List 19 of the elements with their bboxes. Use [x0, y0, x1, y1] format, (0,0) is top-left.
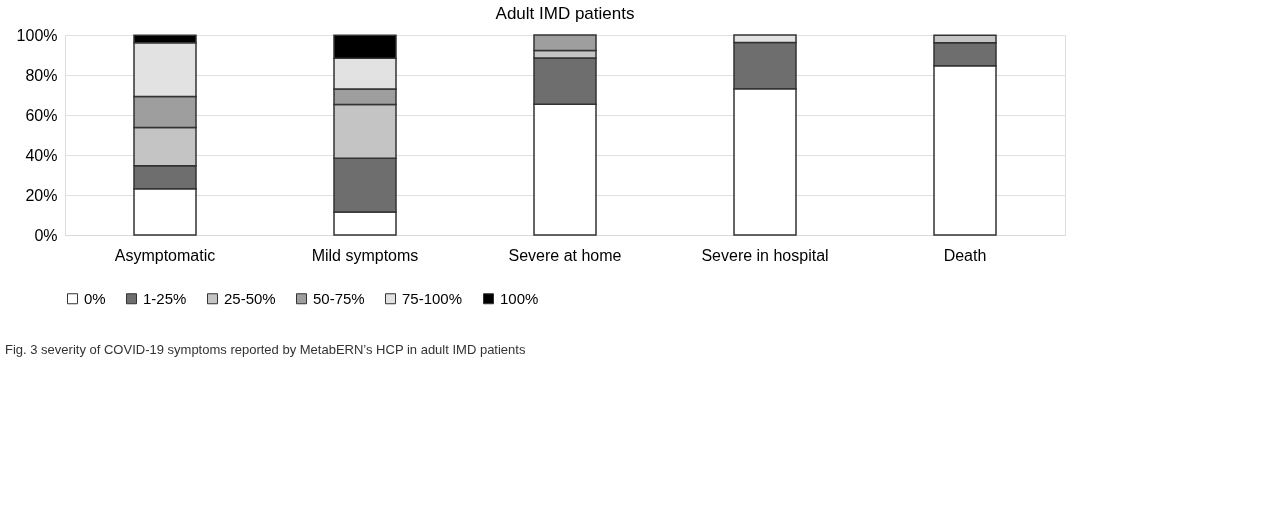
legend-label: 100%: [500, 289, 539, 307]
x-tick-label: Asymptomatic: [114, 246, 216, 264]
x-tick-label: Death: [943, 246, 987, 264]
y-tick-label: 40%: [25, 146, 58, 164]
x-tick-label: Severe at home: [508, 246, 622, 264]
y-tick-label: 100%: [16, 26, 58, 44]
legend-label: 1-25%: [143, 289, 187, 307]
chart-title: Adult IMD patients: [495, 4, 635, 23]
legend-label: 50-75%: [313, 289, 365, 307]
x-tick-label: Mild symptoms: [311, 246, 419, 264]
y-tick-label: 20%: [25, 186, 58, 204]
y-tick-label: 60%: [25, 106, 58, 124]
legend-label: 25-50%: [224, 289, 276, 307]
caption: Fig. 3 severity of COVID-19 symptoms reported by MetabERN’s HCP in adult IMD patients: [5, 342, 526, 357]
legend-label: 0%: [84, 289, 106, 307]
y-tick-label: 80%: [25, 66, 58, 84]
x-tick-label: Severe in hospital: [701, 246, 829, 264]
y-tick-label: 0%: [34, 226, 58, 244]
legend-label: 75-100%: [402, 289, 463, 307]
